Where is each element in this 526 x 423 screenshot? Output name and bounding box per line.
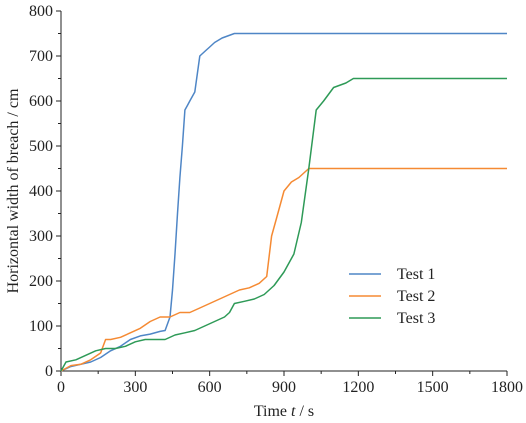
y-tick-label: 200: [29, 273, 53, 290]
y-tick-label: 300: [29, 228, 53, 245]
x-axis-variable: t: [291, 403, 296, 420]
x-tick-label: 0: [57, 379, 65, 396]
x-tick-label: 1800: [491, 379, 523, 396]
legend-label-test-3: Test 3: [397, 310, 435, 327]
legend-label-test-2: Test 2: [397, 288, 435, 305]
x-tick-label: 1500: [417, 379, 449, 396]
legend-label-test-1: Test 1: [397, 266, 435, 283]
series-line-test-1: [60, 32, 507, 372]
y-tick-label: 0: [45, 363, 53, 380]
series: [60, 32, 507, 372]
y-tick-label: 600: [29, 93, 53, 110]
x-tick-label: 300: [123, 379, 147, 396]
y-tick-label: 500: [29, 138, 53, 155]
series-line-test-2: [60, 167, 507, 372]
y-tick-label: 800: [29, 3, 53, 20]
x-tick-label: 600: [198, 379, 222, 396]
ticks: 0 300 600 900 1200 1500 1800 0 100 200 300 400 500 60…: [29, 3, 523, 396]
y-tick-label: 400: [29, 183, 53, 200]
x-axis-unit: / s: [295, 403, 314, 420]
x-axis-title-text: Time: [254, 403, 287, 420]
x-tick-label: 1200: [342, 379, 374, 396]
y-tick-label: 100: [29, 318, 53, 335]
x-tick-label: 900: [272, 379, 296, 396]
y-axis-title: Horizontal width of breach / cm: [5, 88, 22, 293]
y-tick-label: 700: [29, 48, 53, 65]
legend: Test 1 Test 2 Test 3: [349, 266, 435, 327]
x-axis-title: Time t / s: [254, 403, 314, 420]
series-line-test-3: [60, 77, 507, 372]
